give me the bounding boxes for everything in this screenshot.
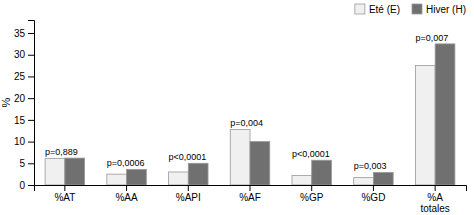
bar xyxy=(312,160,332,185)
x-tick: %AF xyxy=(239,185,261,203)
x-tick: %AA xyxy=(115,185,138,203)
x-axis: %AT %AA %API %AF %GP %GD %Atotales xyxy=(35,185,467,214)
x-tick-label: %GD xyxy=(361,192,385,203)
y-axis-line xyxy=(28,21,35,186)
x-tick-label-line: %A xyxy=(427,192,443,203)
x-tick: %GD xyxy=(361,185,385,203)
x-tick-label-line: %AA xyxy=(115,192,138,203)
bar xyxy=(354,178,374,185)
x-tick-mark xyxy=(188,185,189,191)
y-tick: 10 xyxy=(14,136,34,147)
x-tick-label: %Atotales xyxy=(420,192,449,214)
p-value-label: p=0,889 xyxy=(45,147,78,157)
bar-series xyxy=(45,66,435,185)
bar xyxy=(188,163,208,185)
x-tick-label: %AF xyxy=(239,192,261,203)
y-tick-label: 30 xyxy=(14,49,26,60)
legend: Eté (E) Hiver (H) xyxy=(355,4,466,15)
x-axis-line xyxy=(35,186,467,192)
bar xyxy=(127,169,147,185)
x-tick-label-line: %AF xyxy=(239,192,261,203)
chart: 0 5 10 15 20 25 30 35 %AT %AA %API %AF %GP %GD %Atotal… xyxy=(0,0,474,215)
x-tick: %API xyxy=(176,185,201,203)
x-tick-label: %AA xyxy=(115,192,138,203)
y-tick: 30 xyxy=(14,49,34,60)
y-tick-mark xyxy=(28,185,34,186)
bars xyxy=(45,44,455,185)
bar xyxy=(435,44,455,185)
p-value-label: p=0,0006 xyxy=(107,158,145,168)
bar xyxy=(250,142,270,185)
legend-item: Eté (E) xyxy=(355,4,400,15)
y-tick: 5 xyxy=(19,158,34,169)
y-tick-mark xyxy=(28,55,34,56)
bar xyxy=(169,172,189,185)
y-tick: 15 xyxy=(14,115,34,126)
x-tick-label-line: %AT xyxy=(54,192,75,203)
x-tick-mark xyxy=(250,185,251,191)
y-tick: 20 xyxy=(14,93,34,104)
annotations: p=0,889 p=0,0006 p<0,0001 p=0,004 p<0,0001 p=… xyxy=(45,33,448,172)
y-tick-label: 10 xyxy=(14,136,26,147)
bar xyxy=(230,129,250,185)
legend-label: Eté (E) xyxy=(369,4,400,15)
bar-series xyxy=(65,44,455,185)
y-axis: 0 5 10 15 20 25 30 35 xyxy=(14,21,35,191)
y-tick-label: 25 xyxy=(14,71,26,82)
y-tick-mark xyxy=(28,163,34,164)
y-tick-mark xyxy=(28,120,34,121)
x-tick-label-line: %API xyxy=(176,192,201,203)
x-tick-label: %GP xyxy=(300,192,324,203)
x-tick-label-line: totales xyxy=(420,203,449,214)
y-tick-label: 20 xyxy=(14,93,26,104)
bar xyxy=(415,66,435,185)
bar xyxy=(45,159,65,185)
bar xyxy=(107,174,127,185)
x-tick: %GP xyxy=(300,185,324,203)
p-value-label: p<0,0001 xyxy=(292,149,330,159)
y-tick-label: 35 xyxy=(14,28,26,39)
y-tick: 0 xyxy=(19,180,34,191)
bar xyxy=(65,158,85,185)
y-tick-label: 0 xyxy=(19,180,25,191)
bar xyxy=(373,172,393,185)
x-tick-label: %API xyxy=(176,192,201,203)
p-value-label: p<0,0001 xyxy=(169,152,207,162)
legend-swatch xyxy=(355,4,365,14)
x-tick-mark xyxy=(373,185,374,191)
legend-item: Hiver (H) xyxy=(412,4,466,15)
x-tick-label: %AT xyxy=(54,192,75,203)
x-tick: %AT xyxy=(54,185,75,203)
x-tick: %Atotales xyxy=(420,185,449,214)
x-tick-label-line: %GD xyxy=(361,192,385,203)
legend-label: Hiver (H) xyxy=(426,4,466,15)
plot: 0 5 10 15 20 25 30 35 %AT %AA %API %AF %GP %GD %Atotal… xyxy=(0,21,467,215)
p-value-label: p=0,003 xyxy=(354,161,387,171)
y-tick: 35 xyxy=(14,28,34,39)
bar xyxy=(292,175,312,185)
y-tick-mark xyxy=(28,33,34,34)
x-tick-mark xyxy=(435,185,436,191)
y-axis-title: % xyxy=(0,97,12,107)
y-tick: 25 xyxy=(14,71,34,82)
y-tick-mark xyxy=(28,142,34,143)
p-value-label: p=0,007 xyxy=(415,33,448,43)
x-tick-mark xyxy=(64,185,65,191)
x-tick-mark xyxy=(126,185,127,191)
x-tick-mark xyxy=(311,185,312,191)
p-value-label: p=0,004 xyxy=(230,118,263,128)
y-tick-label: 15 xyxy=(14,115,26,126)
y-tick-mark xyxy=(28,76,34,77)
x-tick-label-line: %GP xyxy=(300,192,324,203)
y-tick-label: 5 xyxy=(19,158,25,169)
y-tick-mark xyxy=(28,98,34,99)
legend-swatch xyxy=(412,4,422,14)
